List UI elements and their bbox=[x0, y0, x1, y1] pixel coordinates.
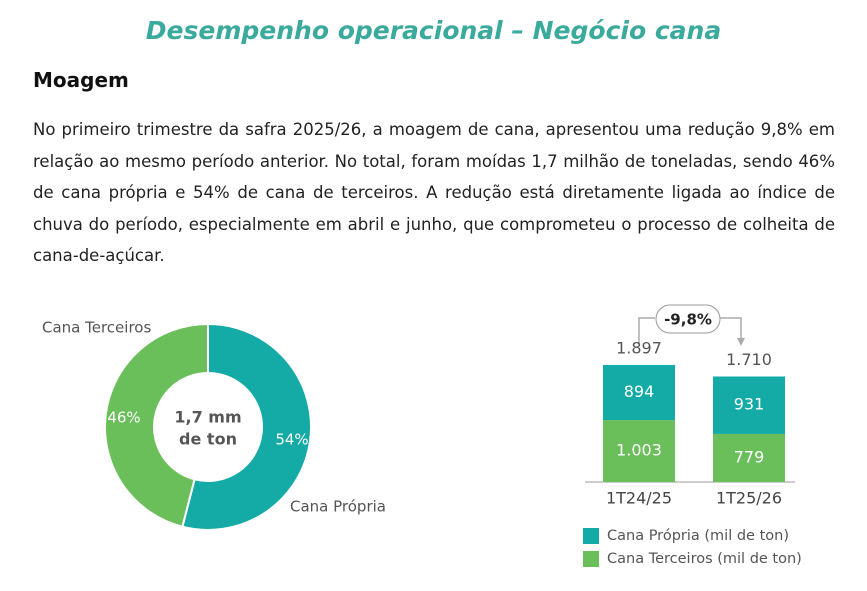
category-label: 1T25/26 bbox=[716, 489, 782, 508]
total-label: 1.897 bbox=[616, 338, 662, 357]
bar-segment bbox=[713, 433, 785, 482]
category-label: Cana Própria bbox=[290, 498, 386, 516]
value-label: 46% bbox=[107, 409, 140, 427]
legend-swatch bbox=[583, 528, 599, 544]
paragraph: No primeiro trimestre da safra 2025/26, … bbox=[33, 120, 835, 265]
segment-label: 1.003 bbox=[616, 441, 662, 460]
center-label: 1,7 mm bbox=[174, 408, 241, 427]
bar-segment bbox=[603, 364, 675, 421]
category-label: 1T24/25 bbox=[606, 489, 672, 508]
bracket bbox=[638, 317, 742, 343]
legend-swatch bbox=[583, 551, 599, 567]
bar-segment bbox=[713, 376, 785, 434]
annotation: -9,8% bbox=[664, 311, 712, 329]
value-label: 54% bbox=[275, 431, 308, 449]
arrow-head bbox=[737, 338, 745, 346]
bar-segment bbox=[603, 420, 675, 482]
total-label: 1.710 bbox=[726, 350, 772, 369]
annotation-box bbox=[655, 304, 721, 334]
category-label: Cana Terceiros bbox=[42, 319, 151, 337]
donut-slice bbox=[104, 322, 209, 528]
center-label: de ton bbox=[179, 430, 237, 449]
section-heading: Moagem bbox=[33, 68, 129, 92]
donut-slice bbox=[181, 322, 312, 531]
segment-label: 779 bbox=[734, 447, 765, 466]
segment-label: 931 bbox=[734, 395, 765, 414]
legend-label: Cana Própria (mil de ton) bbox=[607, 528, 789, 544]
page-title: Desempenho operacional – Negócio cana bbox=[145, 16, 722, 45]
segment-label: 894 bbox=[624, 382, 655, 401]
legend-label: Cana Terceiros (mil de ton) bbox=[607, 551, 802, 567]
